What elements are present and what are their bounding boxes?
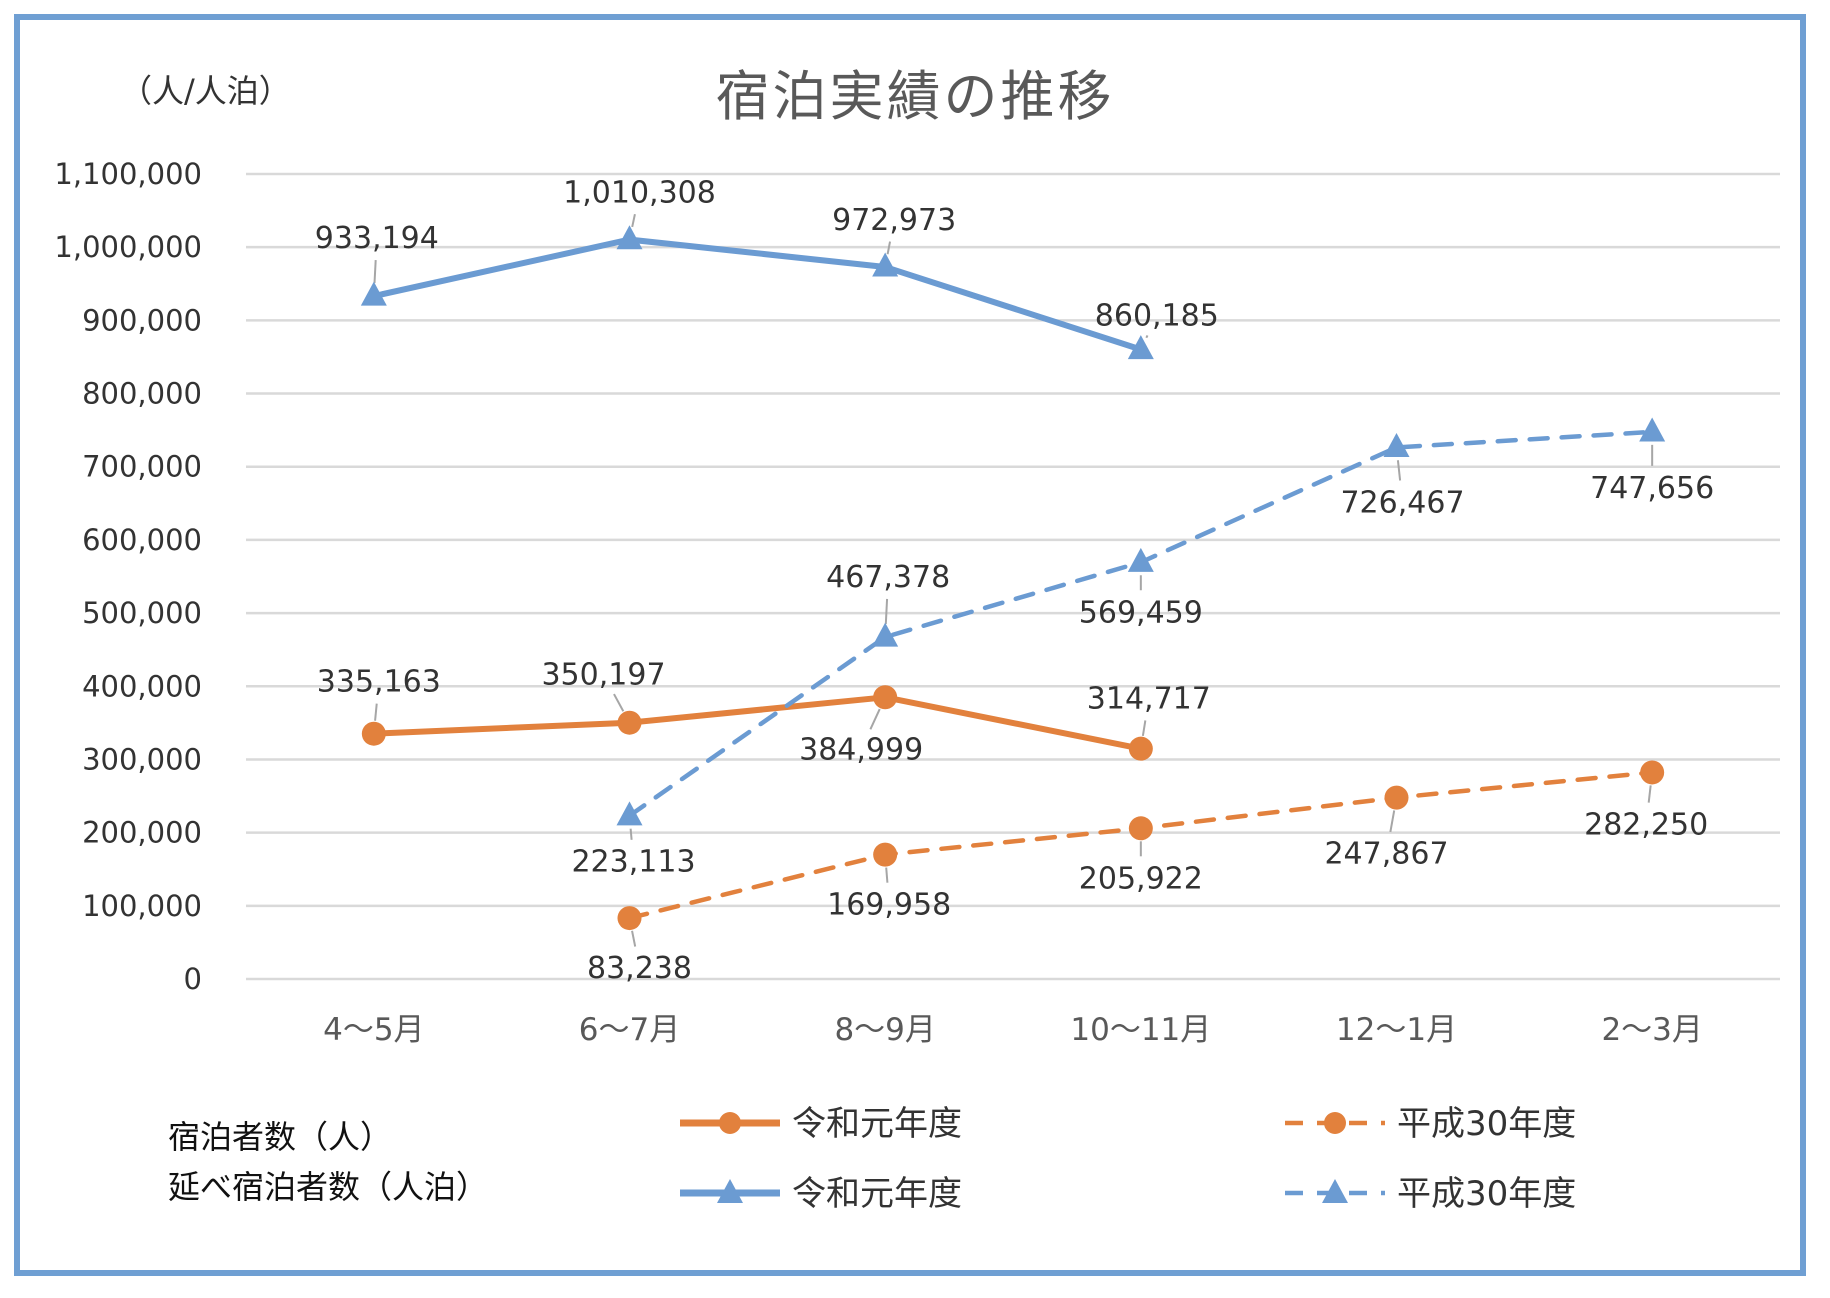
y-tick-label: 100,000 [82, 889, 202, 923]
y-tick-label: 600,000 [82, 523, 202, 557]
x-tick-label: 12～1月 [1336, 1012, 1457, 1048]
x-tick-label: 4～5月 [323, 1012, 424, 1048]
data-label: 83,238 [587, 951, 692, 986]
data-point-marker [1384, 785, 1409, 810]
data-label: 350,197 [541, 658, 665, 693]
chart-frame [14, 14, 1806, 1276]
grid-lines [246, 172, 1780, 981]
label-leader-line [884, 598, 889, 625]
label-leader-line [613, 693, 625, 712]
y-axis-unit-label: （人/人泊） [120, 72, 291, 110]
data-label: 247,867 [1324, 837, 1448, 872]
data-point-marker [1640, 760, 1665, 785]
y-tick-label: 800,000 [82, 377, 202, 411]
data-label: 933,194 [315, 221, 439, 256]
data-label: 860,185 [1095, 299, 1219, 334]
legend-group-guest-nights: 延べ宿泊者数（人泊） [168, 1168, 489, 1206]
x-tick-label: 2～3月 [1601, 1012, 1702, 1048]
label-leader-lines [373, 213, 1654, 947]
data-label: 223,113 [571, 845, 695, 880]
data-label: 569,459 [1079, 595, 1203, 630]
label-leader-line [869, 708, 881, 730]
data-point-marker [616, 225, 643, 250]
data-point-marker [360, 281, 387, 306]
x-tick-label: 8～9月 [834, 1012, 935, 1048]
label-leader-line [885, 867, 889, 883]
label-leader-line [631, 213, 636, 228]
data-label: 1,010,308 [563, 176, 716, 211]
label-leader-line [373, 259, 377, 284]
label-leader-line [629, 828, 633, 840]
data-point-marker [1639, 417, 1666, 442]
data-point-marker [1128, 816, 1153, 841]
data-point-marker [1383, 432, 1410, 457]
label-leader-line [1389, 810, 1396, 833]
data-point-marker [872, 622, 899, 647]
y-tick-labels: 0 100,000 200,000 300,000 400,000 500,000 600,… [54, 157, 202, 996]
data-label: 169,958 [827, 888, 951, 923]
data-label: 282,250 [1584, 807, 1708, 842]
legend-label: 令和元年度 [792, 1104, 962, 1144]
y-tick-label: 300,000 [82, 742, 202, 776]
data-point-marker [616, 801, 643, 826]
data-label: 384,999 [799, 732, 923, 767]
legend-group-guests: 宿泊者数（人） [168, 1118, 393, 1156]
legend-label: 平成30年度 [1397, 1174, 1576, 1214]
data-label: 467,378 [826, 560, 950, 595]
legend-marker [719, 1112, 741, 1134]
series-line [370, 236, 1144, 353]
x-tick-labels: 4～5月 6～7月 8～9月 10～11月 12～1月 2～3月 [323, 1012, 1703, 1048]
label-leader-line [631, 930, 637, 947]
y-tick-label: 1,000,000 [54, 230, 202, 264]
y-tick-label: 200,000 [82, 816, 202, 850]
y-tick-label: 1,100,000 [54, 157, 202, 191]
data-point-marker [1128, 736, 1153, 761]
data-point-marker [617, 710, 642, 735]
label-leader-line [1647, 785, 1652, 803]
legend-marker [717, 1179, 743, 1203]
legend-marker [1322, 1179, 1348, 1203]
x-tick-label: 6～7月 [579, 1012, 680, 1048]
data-label: 726,467 [1340, 485, 1464, 520]
series-markers [360, 225, 1666, 931]
data-label: 747,656 [1590, 471, 1714, 506]
data-point-marker [617, 906, 642, 931]
data-label: 314,717 [1087, 682, 1211, 717]
data-label: 972,973 [832, 203, 956, 238]
data-point-marker [873, 842, 898, 867]
legend-label: 平成30年度 [1397, 1104, 1576, 1144]
chart-title: 宿泊実績の推移 [715, 65, 1115, 128]
y-tick-label: 700,000 [82, 450, 202, 484]
label-leader-line [1396, 460, 1402, 481]
x-tick-label: 10～11月 [1070, 1012, 1211, 1048]
label-leader-line [374, 703, 378, 721]
label-leader-line [886, 241, 892, 255]
y-tick-label: 0 [184, 962, 202, 996]
data-point-marker [361, 721, 386, 746]
legend-label: 令和元年度 [792, 1174, 962, 1214]
data-label: 205,922 [1079, 861, 1203, 896]
y-tick-label: 400,000 [82, 669, 202, 703]
label-leader-line [1145, 334, 1149, 339]
label-leader-line [1141, 720, 1147, 737]
data-label: 335,163 [317, 665, 441, 700]
legend-marker [1324, 1112, 1346, 1134]
y-tick-label: 900,000 [82, 303, 202, 337]
data-point-marker [1127, 335, 1154, 360]
series-line [370, 694, 1144, 752]
data-point-marker [1127, 547, 1154, 572]
y-tick-label: 500,000 [82, 596, 202, 630]
data-point-marker [873, 685, 898, 710]
series-lines [370, 236, 1655, 921]
data-labels: 335,163 350,197 384,999 314,717 83,238 169,95… [315, 176, 1714, 986]
legend-group-labels: 宿泊者数（人） 延べ宿泊者数（人泊） [168, 1112, 488, 1212]
data-point-marker [872, 252, 899, 277]
